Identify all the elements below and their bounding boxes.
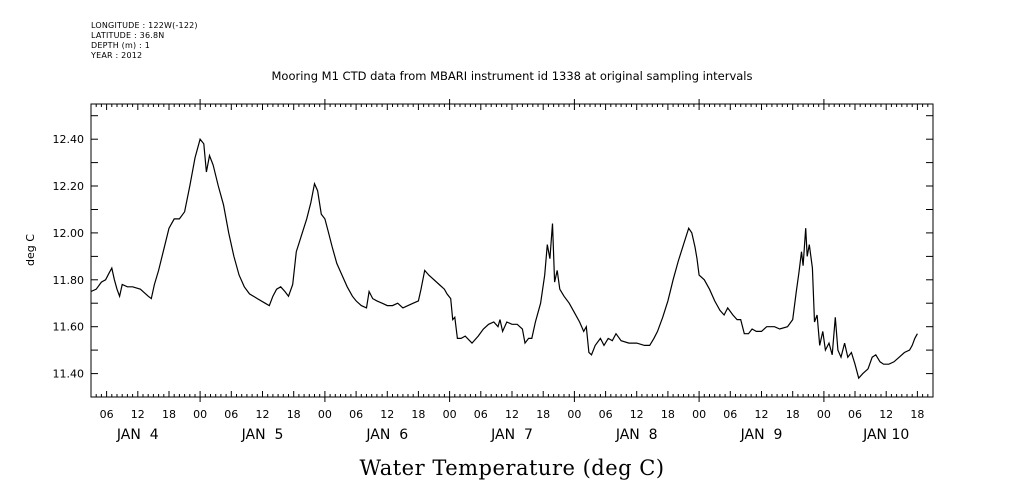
x-tick-label: 06 bbox=[848, 408, 862, 421]
day-label: JAN 9 bbox=[740, 427, 783, 443]
y-tick-label: 12.40 bbox=[53, 133, 85, 146]
x-tick-label: 18 bbox=[162, 408, 176, 421]
x-tick-label: 00 bbox=[692, 408, 706, 421]
y-tick-label: 12.20 bbox=[53, 180, 85, 193]
x-tick-label: 00 bbox=[318, 408, 332, 421]
water-temperature-line bbox=[90, 137, 918, 380]
x-tick-label: 18 bbox=[661, 408, 675, 421]
x-tick-label: 12 bbox=[879, 408, 893, 421]
y-tick-label: 11.40 bbox=[53, 368, 85, 381]
latitude-label: LATITUDE : 36.8N bbox=[91, 31, 165, 40]
y-tick-label: 11.80 bbox=[53, 274, 85, 287]
x-tick-label: 12 bbox=[131, 408, 145, 421]
x-tick-label: 06 bbox=[224, 408, 238, 421]
y-tick-label: 12.00 bbox=[53, 227, 85, 240]
y-tick-label: 11.60 bbox=[53, 321, 85, 334]
x-tick-label: 00 bbox=[443, 408, 457, 421]
x-tick-label: 18 bbox=[411, 408, 425, 421]
x-tick-label: 06 bbox=[723, 408, 737, 421]
depth-label: DEPTH (m) : 1 bbox=[91, 41, 150, 50]
x-tick-label: 18 bbox=[287, 408, 301, 421]
x-tick-label: 18 bbox=[536, 408, 550, 421]
x-tick-label: 00 bbox=[193, 408, 207, 421]
x-tick-label: 12 bbox=[380, 408, 394, 421]
x-tick-label: 12 bbox=[505, 408, 519, 421]
x-tick-label: 06 bbox=[474, 408, 488, 421]
x-tick-label: 12 bbox=[630, 408, 644, 421]
x-tick-label: 06 bbox=[599, 408, 613, 421]
day-label: JAN 6 bbox=[365, 427, 408, 443]
day-label: JAN 8 bbox=[615, 427, 658, 443]
x-tick-label: 06 bbox=[100, 408, 114, 421]
chart-title: Mooring M1 CTD data from MBARI instrumen… bbox=[272, 69, 753, 83]
day-label: JAN 7 bbox=[490, 427, 533, 443]
x-tick-label: 18 bbox=[786, 408, 800, 421]
x-tick-label: 06 bbox=[349, 408, 363, 421]
day-label: JAN 4 bbox=[116, 427, 159, 443]
longitude-label: LONGITUDE : 122W(-122) bbox=[91, 21, 198, 30]
y-axis-label: deg C bbox=[24, 234, 37, 266]
header-info: LONGITUDE : 122W(-122) LATITUDE : 36.8N … bbox=[91, 21, 198, 61]
x-axis-label: Water Temperature (deg C) bbox=[359, 456, 664, 480]
x-tick-label: 18 bbox=[910, 408, 924, 421]
year-label: YEAR : 2012 bbox=[91, 51, 143, 60]
x-tick-label: 00 bbox=[567, 408, 581, 421]
x-tick-label: 12 bbox=[256, 408, 270, 421]
day-label: JAN 5 bbox=[241, 427, 284, 443]
day-label: JAN 10 bbox=[862, 427, 909, 443]
x-tick-label: 00 bbox=[817, 408, 831, 421]
x-tick-label: 12 bbox=[755, 408, 769, 421]
